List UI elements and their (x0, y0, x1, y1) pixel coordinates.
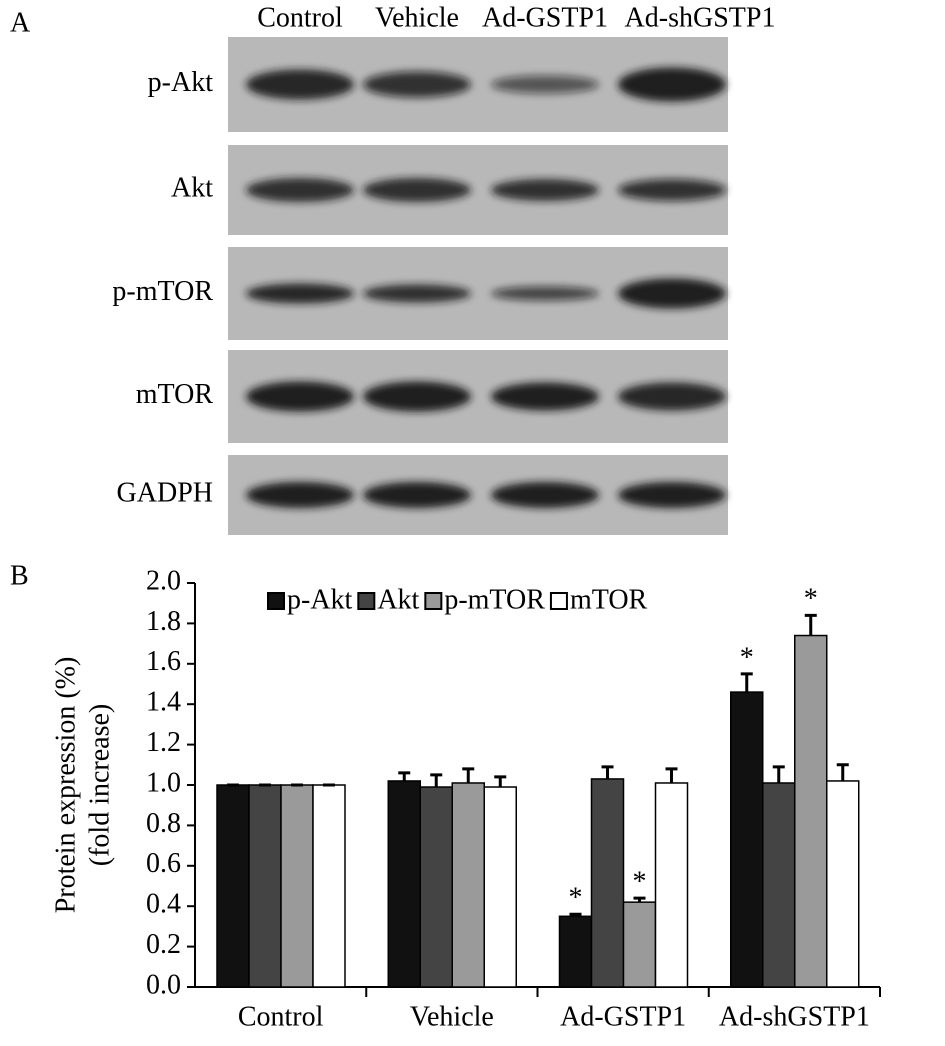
lane-label: Vehicle (375, 2, 459, 33)
bar (419, 786, 453, 988)
band (246, 482, 354, 508)
panel-label: A (10, 7, 31, 38)
error-bar (633, 896, 646, 903)
error-bar (601, 765, 614, 779)
lane-label: Control (257, 2, 343, 33)
bar (730, 691, 764, 988)
legend-label: p-mTOR (444, 584, 545, 615)
band (618, 382, 726, 411)
band (246, 381, 354, 412)
legend-label: mTOR (570, 584, 648, 615)
band (363, 178, 471, 202)
y-tick-label: 0.6 (146, 848, 181, 879)
band (363, 284, 471, 303)
bar (387, 780, 421, 988)
band (246, 178, 354, 202)
error-bar (398, 771, 411, 781)
bar (558, 915, 593, 988)
y-tick-label: 0.8 (146, 808, 181, 839)
y-tick-label: 0.4 (146, 889, 181, 920)
error-bar (740, 672, 753, 693)
band (363, 482, 471, 508)
y-axis-label: (fold increase) (84, 704, 115, 866)
x-tick-label: Control (238, 1001, 324, 1032)
band (246, 283, 354, 304)
y-tick-label: 0.2 (146, 929, 181, 960)
bar (826, 780, 860, 988)
bar (794, 634, 828, 988)
band (618, 482, 726, 508)
bar (451, 782, 485, 988)
error-bar (462, 767, 475, 783)
significance-mark: * (569, 883, 583, 914)
error-bar (430, 773, 443, 788)
bar (762, 782, 796, 988)
bar (654, 782, 689, 988)
bar (483, 786, 517, 988)
y-tick-label: 0.0 (146, 969, 181, 1000)
error-bar (494, 775, 507, 788)
x-tick-label: Ad-GSTP1 (560, 1001, 686, 1032)
y-tick-label: 1.4 (146, 687, 181, 718)
legend-label: Akt (377, 584, 419, 615)
error-bar (569, 912, 582, 917)
legend-swatch (424, 592, 443, 610)
row-label: mTOR (136, 379, 214, 410)
bar (248, 784, 282, 988)
bar (590, 778, 625, 988)
y-tick-label: 1.2 (146, 727, 181, 758)
legend-swatch (267, 592, 285, 610)
y-tick-label: 1.0 (146, 767, 181, 798)
significance-mark: * (804, 584, 818, 615)
error-bar (804, 613, 817, 636)
y-tick-label: 2.0 (146, 565, 181, 596)
panel-label: B (10, 560, 29, 591)
row-label: Akt (171, 172, 213, 203)
row-label: p-mTOR (112, 276, 213, 307)
legend-swatch (549, 592, 568, 610)
x-tick-label: Vehicle (410, 1001, 494, 1032)
error-bar (836, 763, 849, 781)
band (491, 482, 599, 508)
band (618, 278, 726, 309)
bar (280, 784, 314, 988)
y-axis-label: Protein expression (%) (50, 657, 81, 914)
row-label: p-Akt (148, 67, 214, 98)
band (491, 286, 599, 301)
bar (312, 784, 346, 988)
band (363, 71, 471, 98)
x-tick-label: Ad-shGSTP1 (719, 1001, 870, 1032)
y-tick-label: 1.6 (146, 646, 181, 677)
legend-label: p-Akt (287, 584, 353, 615)
bar (622, 901, 657, 988)
band (618, 67, 726, 102)
lane-label: Ad-GSTP1 (482, 2, 608, 33)
error-bar (772, 765, 785, 783)
band (618, 179, 726, 201)
band (363, 381, 471, 412)
row-label: GADPH (117, 477, 213, 508)
lane-label: Ad-shGSTP1 (625, 2, 776, 33)
significance-mark: * (633, 867, 647, 898)
significance-mark: * (740, 642, 754, 673)
error-bar (665, 767, 678, 783)
band (491, 179, 599, 201)
bar (216, 784, 250, 988)
band (491, 75, 599, 94)
band (491, 382, 599, 411)
band (246, 69, 354, 100)
legend-swatch (357, 592, 376, 610)
y-tick-label: 1.8 (146, 606, 181, 637)
